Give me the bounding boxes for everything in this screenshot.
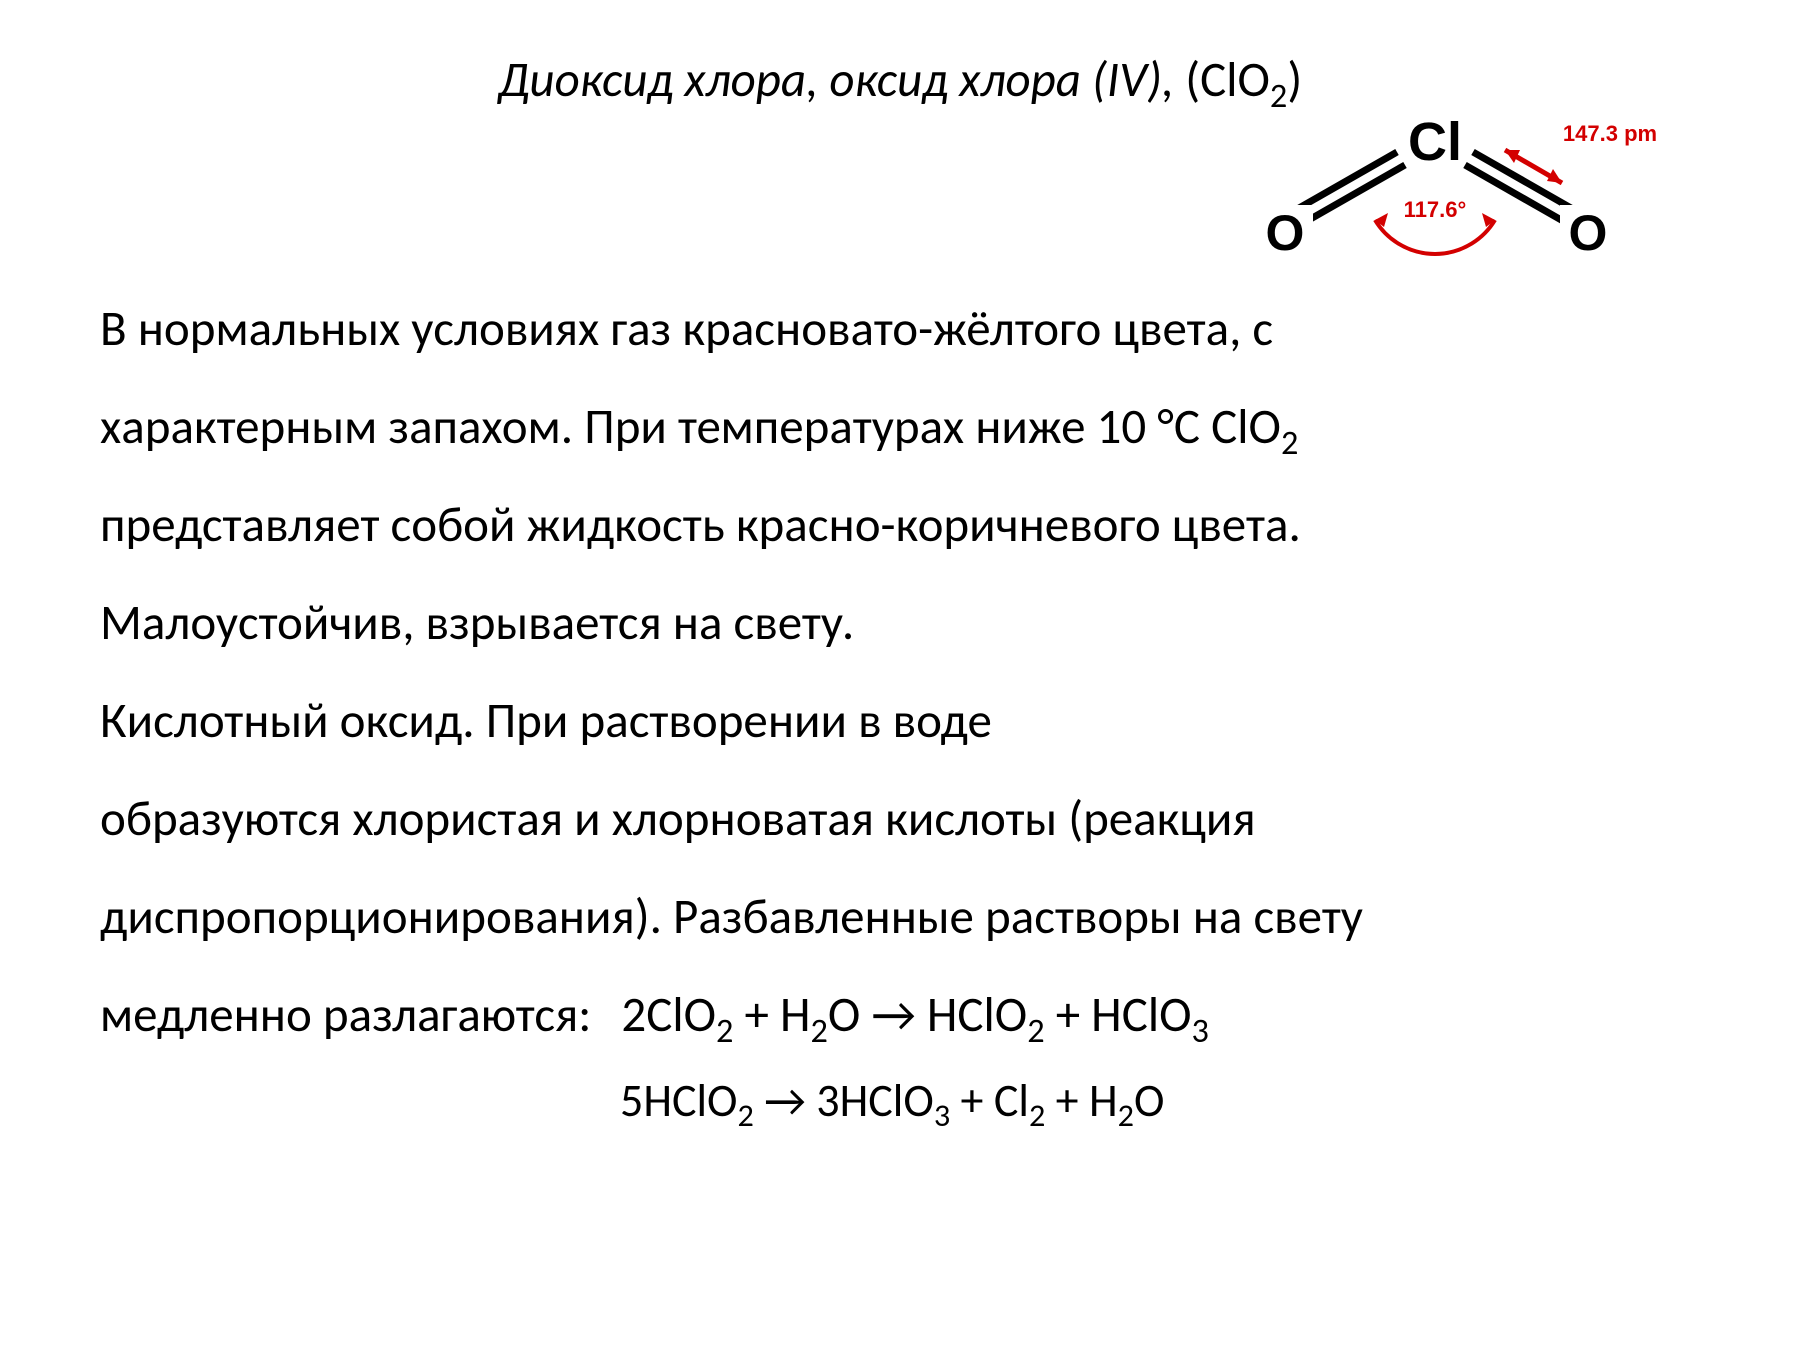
- eq2-s4: 2: [1118, 1095, 1134, 1135]
- eq1-t1: 2ClO: [621, 985, 716, 1045]
- body-line-2d: медленно разлагаются:: [100, 966, 591, 1064]
- eq1-s1: 2: [716, 1010, 733, 1052]
- atom-o-right: O: [1569, 205, 1608, 261]
- slide-page: Диоксид хлора, оксид хлора (IV), (ClO2) …: [0, 0, 1800, 1350]
- body-line-1d: представляет собой жидкость красно-корич…: [100, 495, 1301, 555]
- atom-o-left: O: [1266, 205, 1305, 261]
- title-italic-part: Диоксид хлора, оксид хлора (IV),: [498, 50, 1185, 110]
- atom-cl: Cl: [1408, 112, 1462, 172]
- molecule-svg: 117.6° 147.3 pm Cl O O: [1240, 105, 1670, 275]
- body-line-1e: Малоустойчив, взрывается на свету.: [100, 593, 854, 653]
- eq1-s3: 2: [1027, 1010, 1044, 1052]
- body-line-1a: В нормальных условиях газ красновато-жёл…: [100, 299, 1273, 359]
- eq1-t4: + HClO: [1045, 985, 1192, 1045]
- eq2-s2: 3: [934, 1095, 950, 1135]
- title-formula-prefix: (ClO: [1185, 50, 1270, 110]
- eq2-t4: + H: [1045, 1073, 1117, 1129]
- angle-arc: [1375, 220, 1495, 254]
- body-line-2a: Кислотный оксид. При растворении в воде: [100, 691, 992, 751]
- equation-2: 5HClO2 → 3HClO3 + Cl2 + H2O: [620, 1058, 1700, 1145]
- eq2-s3: 2: [1029, 1095, 1045, 1135]
- page-title: Диоксид хлора, оксид хлора (IV), (ClO2): [100, 50, 1700, 110]
- eq1-s4: 3: [1192, 1010, 1209, 1052]
- eq2-t1: 5HClO: [620, 1073, 738, 1129]
- eq2-t3: + Cl: [950, 1073, 1029, 1129]
- title-formula-suffix: ): [1287, 50, 1302, 110]
- eq2-t2: → 3HClO: [754, 1073, 934, 1129]
- body-line-2c: диспропорционирования). Разбавленные рас…: [100, 887, 1363, 947]
- equation-1: 2ClO2 + H2O → HClO2 + HClO3: [621, 966, 1209, 1064]
- equation-block: 5HClO2 → 3HClO3 + Cl2 + H2O: [620, 1058, 1700, 1145]
- body-line-1b-sub: 2: [1281, 422, 1298, 464]
- bond-length-label: 147.3 pm: [1563, 121, 1657, 146]
- molecule-diagram: 117.6° 147.3 pm Cl O O: [1240, 105, 1670, 275]
- body-line-2b: образуются хлористая и хлорноватая кисло…: [100, 789, 1256, 849]
- body-text: В нормальных условиях газ красновато-жёл…: [100, 280, 1700, 1064]
- eq2-t5: O: [1134, 1073, 1164, 1129]
- eq1-t3: O → HClO: [828, 985, 1027, 1045]
- body-line-1b: характерным запахом. При температурах ни…: [100, 397, 1281, 457]
- eq1-s2: 2: [811, 1010, 828, 1052]
- eq2-s1: 2: [738, 1095, 754, 1135]
- angle-label: 117.6°: [1404, 197, 1467, 222]
- eq1-t2: + H: [733, 985, 810, 1045]
